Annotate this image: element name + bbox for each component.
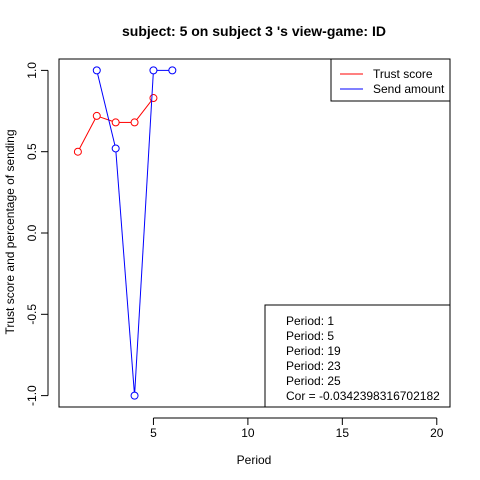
annotation-line: Period: 23 [286, 359, 341, 373]
annotation-line: Period: 25 [286, 374, 341, 388]
legend-label-trust-score: Trust score [373, 67, 433, 81]
x-axis-label: Period [237, 453, 272, 467]
x-tick-label: 10 [241, 426, 255, 440]
annotation-line: Period: 19 [286, 344, 341, 358]
send-amount-point [168, 66, 177, 75]
send-amount-segment [134, 73, 154, 393]
series-layer [73, 66, 177, 400]
y-tick-label: -0.5 [25, 304, 39, 325]
send-amount-segment [115, 151, 135, 393]
y-axis-label: Trust score and percentage of sending [3, 129, 17, 334]
annotation-line: Period: 5 [286, 329, 334, 343]
trust-score-segment [79, 118, 96, 149]
x-axis: 5 10 15 20 [150, 417, 444, 440]
trust-score-point [130, 118, 139, 127]
legend-label-send-amount: Send amount [373, 82, 445, 96]
send-amount-point [130, 391, 139, 400]
x-tick-label: 15 [336, 426, 350, 440]
y-tick-label: 0.5 [25, 143, 39, 160]
y-axis: -1.0 -0.5 0.0 0.5 1.0 [25, 62, 49, 406]
chart-title: subject: 5 on subject 3 's view-game: ID [122, 23, 386, 39]
send-amount-point [149, 66, 158, 75]
send-amount-point [92, 66, 101, 75]
legend-box [330, 58, 451, 102]
annotation-frame [264, 304, 451, 408]
trust-score-segment [99, 116, 113, 122]
trust-score-point [111, 118, 120, 127]
trust-score-point [149, 94, 158, 103]
send-amount-segment [97, 73, 116, 146]
x-tick-label: 5 [150, 426, 157, 440]
x-tick-label: 20 [430, 426, 444, 440]
y-tick-label: -1.0 [25, 385, 39, 406]
annotation-line: Period: 1 [286, 314, 334, 328]
y-tick-label: 1.0 [25, 62, 39, 79]
plot-frame [58, 58, 451, 408]
annotation-line: Cor = -0.0342398316702182 [286, 389, 440, 403]
trust-score-point [92, 111, 101, 120]
send-amount-point [111, 144, 120, 153]
y-tick-label: 0.0 [25, 224, 39, 241]
trust-score-segment [136, 100, 152, 120]
trust-score-point [73, 147, 82, 156]
